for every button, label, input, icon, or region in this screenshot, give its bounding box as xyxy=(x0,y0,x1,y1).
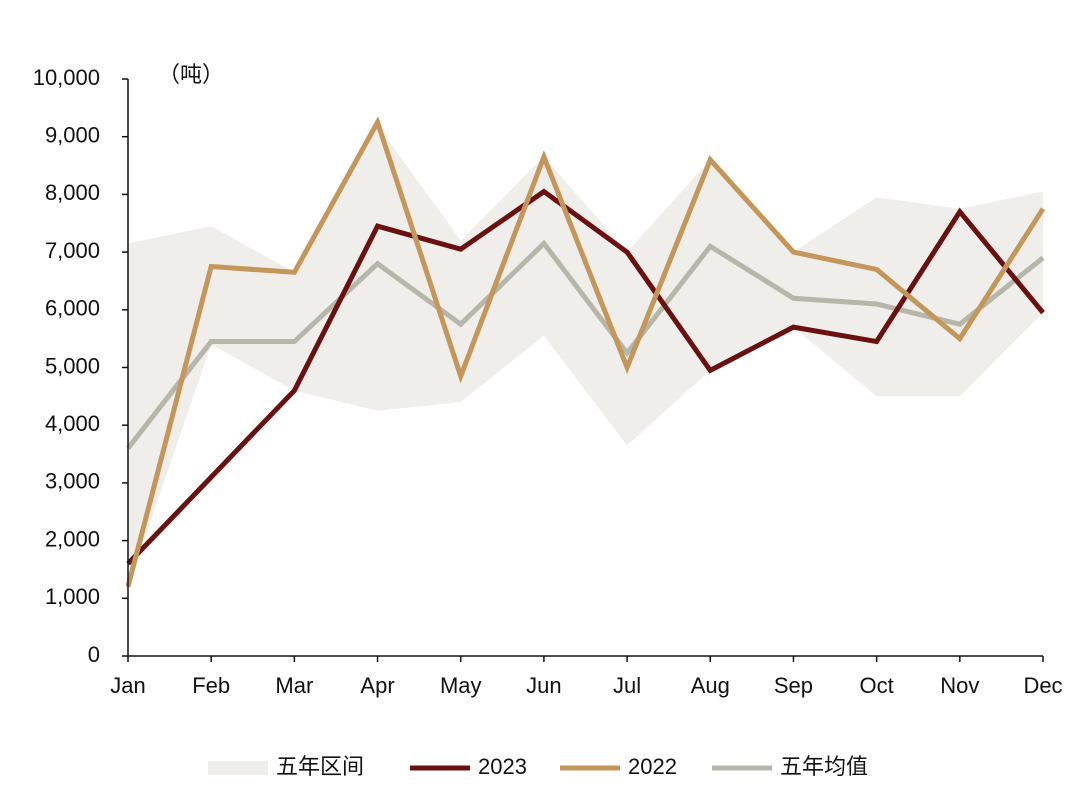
x-tick-label: May xyxy=(440,673,482,698)
legend-label: 五年区间 xyxy=(276,754,364,779)
y-tick-label: 5,000 xyxy=(45,353,100,378)
x-tick-label: Mar xyxy=(275,673,313,698)
x-tick-label: Jul xyxy=(613,673,641,698)
y-tick-label: 6,000 xyxy=(45,296,100,321)
y-tick-label: 2,000 xyxy=(45,526,100,551)
y-tick-label: 4,000 xyxy=(45,411,100,436)
line-series xyxy=(125,116,1046,588)
y-tick-label: 7,000 xyxy=(45,238,100,263)
x-tick-label: Sep xyxy=(774,673,813,698)
legend-label: 2022 xyxy=(628,754,677,779)
x-tick-label: Dec xyxy=(1023,673,1062,698)
x-tick-label: Oct xyxy=(860,673,894,698)
unit-label: （吨） xyxy=(158,62,224,87)
line-series xyxy=(126,188,1045,566)
x-tick-label: Aug xyxy=(691,673,730,698)
x-tick-label: Jun xyxy=(526,673,561,698)
y-tick-label: 0 xyxy=(88,642,100,667)
x-tick-label: Nov xyxy=(940,673,979,698)
y-tick-label: 9,000 xyxy=(45,123,100,148)
legend-label: 2023 xyxy=(478,754,527,779)
y-tick-label: 3,000 xyxy=(45,469,100,494)
x-tick-label: Feb xyxy=(192,673,230,698)
y-tick-label: 10,000 xyxy=(33,65,100,90)
line-series xyxy=(126,239,1045,450)
x-tick-label: Jan xyxy=(110,673,145,698)
range-band xyxy=(128,125,1043,587)
y-tick-label: 1,000 xyxy=(45,584,100,609)
y-tick-label: 8,000 xyxy=(45,180,100,205)
x-tick-label: Apr xyxy=(360,673,394,698)
legend-label: 五年均值 xyxy=(780,754,868,779)
